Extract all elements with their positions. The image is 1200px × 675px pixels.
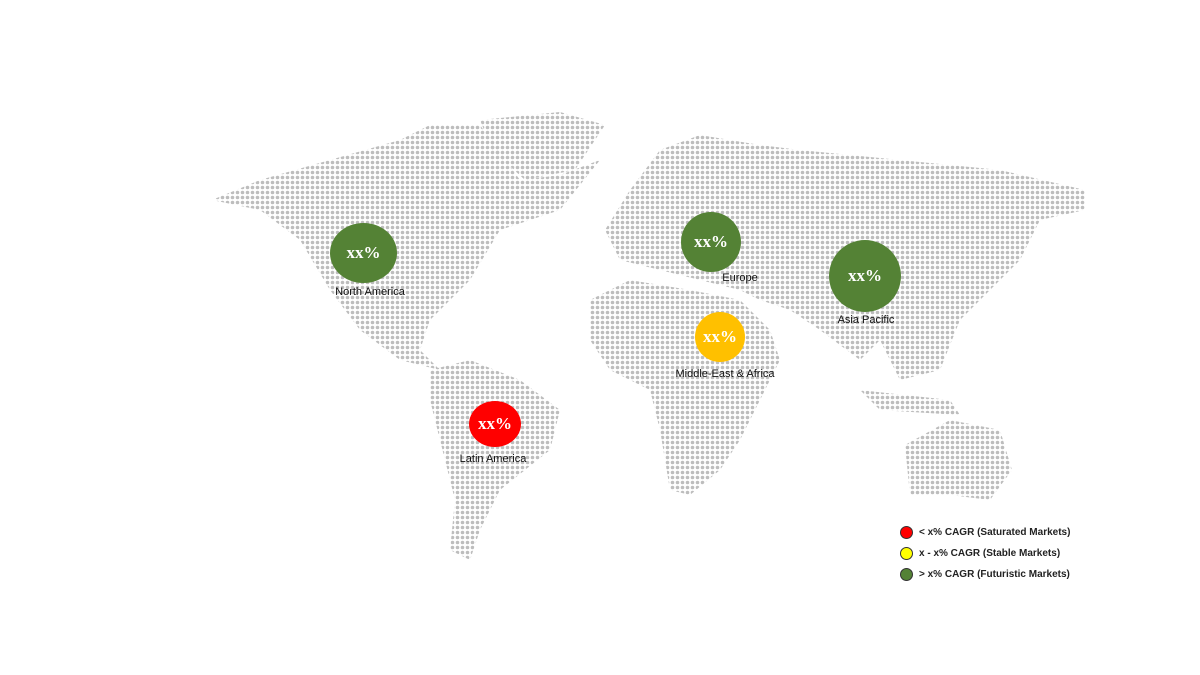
legend-item-saturated: < x% CAGR (Saturated Markets) (900, 522, 1070, 543)
bubble-latin-america: xx% (469, 401, 521, 447)
legend-label: > x% CAGR (Futuristic Markets) (919, 569, 1070, 580)
continent-south-america (430, 360, 560, 560)
bubble-europe: xx% (681, 212, 741, 272)
label-europe: Europe (722, 272, 758, 284)
continent-africa (590, 280, 780, 495)
legend: < x% CAGR (Saturated Markets) x - x% CAG… (900, 522, 1070, 585)
legend-label: < x% CAGR (Saturated Markets) (919, 527, 1071, 538)
bubble-north-america: xx% (330, 223, 397, 283)
legend-red-circle-icon (900, 526, 913, 539)
bubble-asia-pacific: xx% (829, 240, 901, 312)
label-middle-east-africa: Middle-East & Africa (675, 368, 775, 380)
continent-north-america (212, 125, 600, 370)
legend-green-circle-icon (900, 568, 913, 581)
label-asia-pacific: Asia Pacific (837, 314, 895, 326)
legend-item-stable: x - x% CAGR (Stable Markets) (900, 543, 1070, 564)
value-latin-america: xx% (478, 414, 512, 433)
value-europe: xx% (694, 232, 728, 251)
value-north-america: xx% (346, 243, 381, 262)
legend-item-futuristic: > x% CAGR (Futuristic Markets) (900, 564, 1070, 585)
continent-australia (905, 420, 1012, 500)
value-asia-pacific: xx% (848, 266, 882, 285)
continent-indonesia (860, 390, 960, 415)
legend-yellow-circle-icon (900, 547, 913, 560)
label-latin-america: Latin America (459, 453, 527, 465)
label-north-america: North America (335, 286, 405, 298)
value-middle-east-africa: xx% (703, 327, 737, 346)
legend-label: x - x% CAGR (Stable Markets) (919, 548, 1061, 559)
continent-greenland (480, 112, 605, 180)
bubble-middle-east-africa: xx% (695, 312, 745, 362)
